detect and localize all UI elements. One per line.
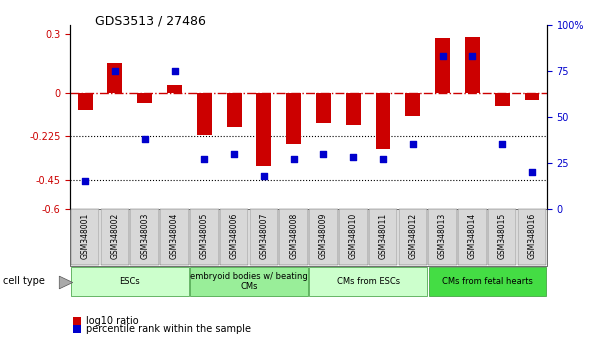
Point — [348, 154, 358, 160]
Bar — [435, 38, 450, 93]
Bar — [495, 93, 510, 106]
Text: GSM348011: GSM348011 — [379, 213, 387, 259]
Point — [170, 68, 180, 74]
Bar — [376, 93, 390, 149]
Text: GSM348012: GSM348012 — [408, 213, 417, 259]
Bar — [316, 93, 331, 122]
Text: GSM348004: GSM348004 — [170, 213, 179, 259]
Bar — [524, 93, 540, 100]
Bar — [227, 93, 241, 126]
Point — [259, 173, 269, 178]
Text: GSM348008: GSM348008 — [289, 213, 298, 259]
Text: GSM348006: GSM348006 — [230, 213, 238, 259]
Text: GSM348005: GSM348005 — [200, 213, 209, 259]
Text: CMs from fetal hearts: CMs from fetal hearts — [442, 277, 533, 286]
Bar — [71, 210, 100, 265]
Text: GSM348002: GSM348002 — [111, 213, 119, 259]
Point — [437, 53, 447, 59]
Point — [229, 151, 239, 156]
Bar — [167, 85, 182, 93]
Bar — [458, 210, 487, 265]
Point — [199, 156, 209, 162]
Bar — [279, 210, 308, 265]
Bar — [137, 93, 152, 103]
Bar — [309, 210, 338, 265]
Point — [110, 68, 120, 74]
Text: GSM348014: GSM348014 — [468, 213, 477, 259]
Bar — [465, 38, 480, 93]
Point — [408, 142, 418, 147]
Bar — [71, 267, 189, 296]
Bar — [160, 210, 189, 265]
Text: GSM348009: GSM348009 — [319, 213, 328, 259]
Bar — [286, 93, 301, 144]
Text: CMs from ESCs: CMs from ESCs — [337, 277, 400, 286]
Bar — [339, 210, 368, 265]
Text: percentile rank within the sample: percentile rank within the sample — [86, 324, 251, 334]
Point — [497, 142, 507, 147]
Bar — [405, 93, 420, 116]
Bar — [428, 267, 546, 296]
Text: GSM348016: GSM348016 — [527, 213, 536, 259]
Bar — [309, 267, 427, 296]
Bar — [220, 210, 249, 265]
Bar — [78, 93, 93, 110]
Bar — [249, 210, 278, 265]
Bar — [346, 93, 360, 125]
Bar — [108, 63, 122, 93]
Text: embryoid bodies w/ beating
CMs: embryoid bodies w/ beating CMs — [190, 272, 308, 291]
Bar — [368, 210, 397, 265]
Bar — [428, 210, 457, 265]
Bar — [398, 210, 427, 265]
Point — [318, 151, 328, 156]
Text: GSM348013: GSM348013 — [438, 213, 447, 259]
Text: GSM348003: GSM348003 — [141, 213, 149, 259]
Text: ESCs: ESCs — [120, 277, 140, 286]
Text: GSM348007: GSM348007 — [260, 213, 268, 259]
Text: GSM348001: GSM348001 — [81, 213, 90, 259]
Point — [80, 178, 90, 184]
Text: cell type: cell type — [3, 276, 45, 286]
Bar — [190, 210, 219, 265]
Bar — [130, 210, 159, 265]
Bar — [190, 267, 308, 296]
Point — [140, 136, 150, 142]
Bar — [518, 210, 546, 265]
Point — [467, 53, 477, 59]
Bar — [101, 210, 130, 265]
Bar — [257, 93, 271, 166]
Bar — [197, 93, 212, 135]
Text: log10 ratio: log10 ratio — [86, 316, 139, 326]
Point — [378, 156, 388, 162]
Text: GSM348010: GSM348010 — [349, 213, 357, 259]
Bar — [488, 210, 516, 265]
Text: GSM348015: GSM348015 — [498, 213, 507, 259]
Text: GDS3513 / 27486: GDS3513 / 27486 — [95, 14, 205, 27]
Point — [289, 156, 299, 162]
Point — [527, 169, 537, 175]
